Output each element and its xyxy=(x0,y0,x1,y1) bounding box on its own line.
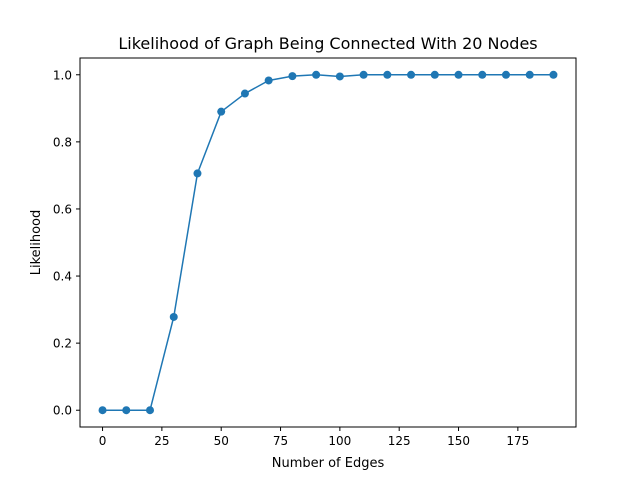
data-point xyxy=(525,70,534,79)
data-point xyxy=(240,89,249,98)
data-point xyxy=(407,70,416,79)
data-point xyxy=(335,72,344,81)
chart-title: Likelihood of Graph Being Connected With… xyxy=(118,34,537,53)
x-tick-label: 50 xyxy=(214,434,229,448)
y-tick-label: 0.6 xyxy=(53,202,72,216)
y-tick-label: 0.4 xyxy=(53,270,72,284)
x-tick-label: 75 xyxy=(273,434,288,448)
x-axis-label: Number of Edges xyxy=(272,456,385,471)
y-tick-label: 0.0 xyxy=(53,404,72,418)
plot-area xyxy=(98,70,558,415)
data-point xyxy=(169,312,178,321)
data-point xyxy=(193,169,202,178)
y-axis: 0.0 0.2 0.4 0.6 0.8 1.0 xyxy=(53,68,80,418)
x-tick-label: 125 xyxy=(388,434,411,448)
data-point xyxy=(359,70,368,79)
y-tick-label: 0.2 xyxy=(53,337,72,351)
series-line xyxy=(102,74,554,411)
axes-frame xyxy=(79,57,577,428)
x-tick-label: 0 xyxy=(99,434,107,448)
data-point xyxy=(478,70,487,79)
data-point xyxy=(454,70,463,79)
data-point xyxy=(383,70,392,79)
data-point xyxy=(122,406,131,415)
data-point xyxy=(98,406,107,415)
data-point xyxy=(501,70,510,79)
data-point xyxy=(430,70,439,79)
data-point xyxy=(312,70,321,79)
x-axis: 0 25 50 75 100 125 150 175 xyxy=(99,427,529,448)
y-tick-label: 0.8 xyxy=(53,135,72,149)
data-point xyxy=(264,76,273,85)
y-axis-label: Likelihood xyxy=(29,210,44,276)
data-point xyxy=(146,406,155,415)
data-point xyxy=(549,70,558,79)
data-point xyxy=(288,72,297,81)
y-tick-label: 1.0 xyxy=(53,68,72,82)
x-tick-label: 25 xyxy=(154,434,169,448)
x-tick-label: 150 xyxy=(447,434,470,448)
x-tick-label: 175 xyxy=(506,434,529,448)
data-point xyxy=(217,107,226,116)
x-tick-label: 100 xyxy=(328,434,351,448)
